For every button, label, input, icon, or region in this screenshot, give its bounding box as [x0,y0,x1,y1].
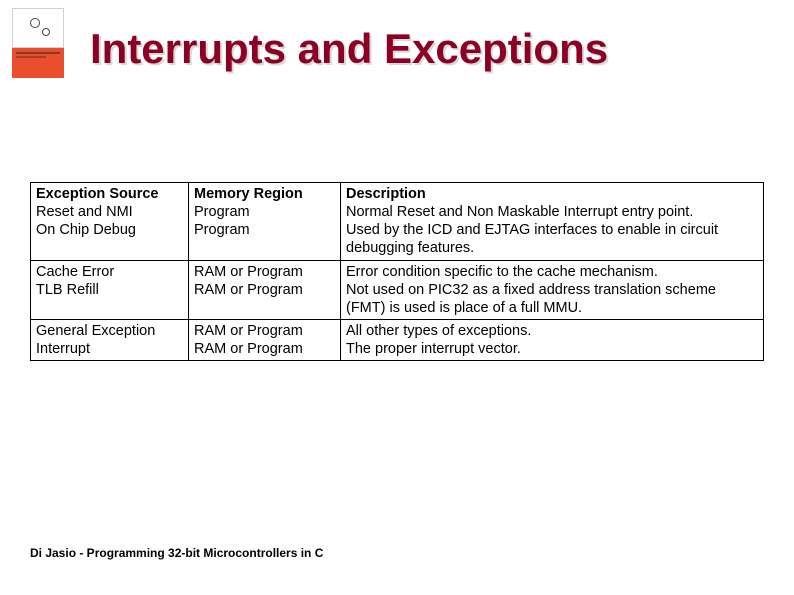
table-cell: RAM or Program [194,322,335,340]
table-cell: Cache Error [36,263,183,281]
table-cell: All other types of exceptions. [346,322,758,340]
table-cell: TLB Refill [36,281,183,299]
table-cell: RAM or Program [194,281,335,299]
table-cell: Error condition specific to the cache me… [346,263,758,281]
table-cell: RAM or Program [194,263,335,281]
table-cell: Normal Reset and Non Maskable Interrupt … [346,203,758,221]
table-cell: Not used on PIC32 as a fixed address tra… [346,281,758,317]
col-header-source: Exception Source [36,185,183,203]
table-cell: Reset and NMI [36,203,183,221]
book-cover-icon [12,8,64,78]
exceptions-table: Exception Source Reset and NMI On Chip D… [30,182,764,361]
table-cell: On Chip Debug [36,221,183,239]
slide-footer: Di Jasio - Programming 32-bit Microcontr… [30,546,323,560]
table-cell: Program [194,203,335,221]
col-header-desc: Description [346,185,758,203]
table-cell: The proper interrupt vector. [346,340,758,358]
table-cell: RAM or Program [194,340,335,358]
slide-title-text: Interrupts and Exceptions [90,25,608,73]
table-cell: Interrupt [36,340,183,358]
table-cell: General Exception [36,322,183,340]
table-cell: Program [194,221,335,239]
col-header-region: Memory Region [194,185,335,203]
table-cell: Used by the ICD and EJTAG interfaces to … [346,221,758,257]
